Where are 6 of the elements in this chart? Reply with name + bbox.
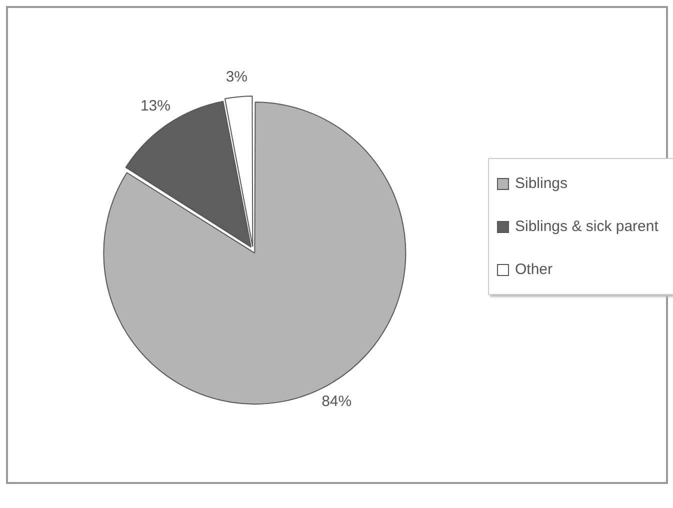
data-label: 3% — [226, 68, 248, 86]
legend-label: Siblings & sick parent — [515, 218, 658, 235]
legend-label: Other — [515, 261, 553, 278]
legend-label: Siblings — [515, 175, 568, 192]
data-label: 13% — [140, 98, 170, 115]
data-label: 84% — [322, 393, 352, 410]
